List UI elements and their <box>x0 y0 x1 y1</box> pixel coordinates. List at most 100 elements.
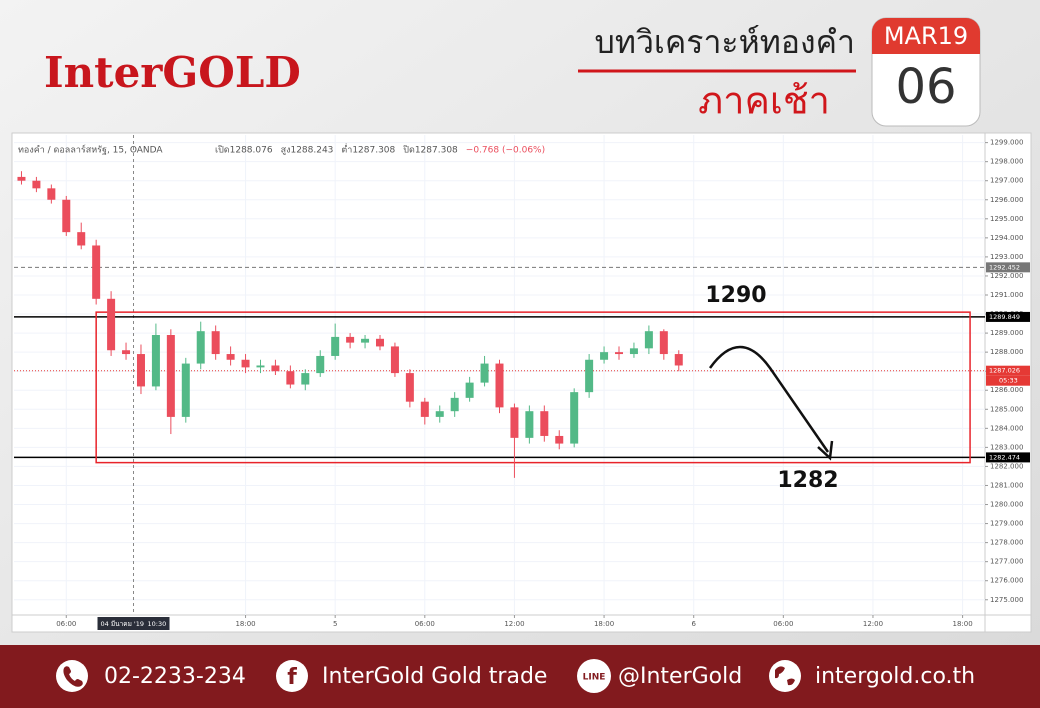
x-tick-label: 18:00 <box>235 620 255 628</box>
candle-body <box>241 359 250 368</box>
candle-body <box>226 354 235 360</box>
ohlc-label: ปิด1287.308 <box>403 145 458 156</box>
candle-body <box>62 199 71 233</box>
y-tick-label: 1282.000 <box>990 462 1023 470</box>
candle-body <box>151 335 160 387</box>
y-tick-label: 1281.000 <box>990 481 1023 489</box>
y-tick-label: 1297.000 <box>990 177 1023 185</box>
y-tick-label: 1289.000 <box>990 329 1023 337</box>
y-tick-label: 1278.000 <box>990 539 1023 547</box>
annotation: 1282 <box>777 468 838 493</box>
candle-body <box>525 411 534 438</box>
candle-body <box>77 232 86 246</box>
countdown: 05:33 <box>999 377 1018 385</box>
y-tick-label: 1279.000 <box>990 520 1023 528</box>
candle-body <box>166 335 175 417</box>
y-tick-label: 1284.000 <box>990 424 1023 432</box>
price-label: 1292.452 <box>989 263 1020 271</box>
candle-body <box>659 331 668 355</box>
candle-body <box>47 188 56 200</box>
candle-body <box>375 338 384 347</box>
ohlc-label: สูง1288.243 <box>281 146 334 156</box>
y-tick-label: 1283.000 <box>990 443 1023 451</box>
candle-body <box>390 346 399 374</box>
ohlc-label: ต่ำ1287.308 <box>341 143 395 156</box>
y-tick-label: 1295.000 <box>990 215 1023 223</box>
candle-body <box>495 363 504 408</box>
x-tick-label: 5 <box>333 620 337 628</box>
candle-body <box>405 373 414 402</box>
line-icon <box>577 659 611 693</box>
y-tick-label: 1277.000 <box>990 558 1023 566</box>
y-tick-label: 1294.000 <box>990 234 1023 242</box>
candle-body <box>585 359 594 393</box>
x-tick-label: 6 <box>691 620 696 628</box>
y-tick-label: 1276.000 <box>990 577 1023 585</box>
chart-panel <box>11 132 1032 633</box>
annotation: 1290 <box>705 283 766 308</box>
candle-body <box>435 411 444 417</box>
x-tick-label: 18:00 <box>594 620 614 628</box>
phone-glyph <box>63 666 83 687</box>
candle-body <box>629 348 638 355</box>
price-label: 1289.849 <box>989 313 1020 321</box>
candle-body <box>211 331 220 355</box>
y-tick-label: 1275.000 <box>990 596 1023 604</box>
facebook-icon <box>276 660 308 692</box>
y-tick-label: 1298.000 <box>990 158 1023 166</box>
candle-body <box>32 180 41 189</box>
candle-body <box>17 176 26 181</box>
line: @InterGold <box>618 664 742 689</box>
candle-body <box>600 352 609 360</box>
zone <box>95 311 971 464</box>
crosshair-time: 10:30 <box>148 620 167 628</box>
candle-body <box>510 407 519 438</box>
ohlc-label: −0.768 (−0.06%) <box>466 146 545 156</box>
price-label-box <box>986 262 1030 273</box>
subtitle: ภาคเช้า <box>698 79 830 123</box>
globe-icon <box>769 660 801 692</box>
price-label-box <box>986 452 1030 463</box>
candle-body <box>256 365 265 368</box>
candle-body <box>122 350 131 355</box>
countdown-box <box>986 375 1030 386</box>
candle-body <box>644 331 653 349</box>
price-label-box <box>986 311 1030 322</box>
y-tick-label: 1285.000 <box>990 405 1023 413</box>
candle-body <box>181 363 190 417</box>
candle-body <box>196 331 205 364</box>
candle-body <box>316 355 325 374</box>
crosshair-date: 04 มีนาคม '19 <box>101 620 144 628</box>
candle-body <box>286 371 295 385</box>
ohlc-legend: เปิด1288.076 สูง1288.243 ต่ำ1287.308 ปิด128… <box>215 143 545 156</box>
candle-body <box>361 338 370 343</box>
x-tick-label: 12:00 <box>863 620 883 628</box>
candle-body <box>301 373 310 385</box>
x-tick-label: 18:00 <box>952 620 972 628</box>
candle-body <box>570 392 579 444</box>
calendar-band <box>872 18 980 54</box>
y-tick-label: 1293.000 <box>990 253 1023 261</box>
globe-glyph <box>775 666 795 686</box>
candle-body <box>674 354 683 366</box>
facebook-glyph: f <box>287 665 297 690</box>
y-tick-label: 1286.000 <box>990 386 1023 394</box>
x-tick-label: 06:00 <box>415 620 435 628</box>
candle-body <box>555 435 564 444</box>
candle-body <box>92 245 101 299</box>
candle-body <box>346 336 355 343</box>
x-tick-label: 12:00 <box>504 620 524 628</box>
chart: 1275.000 1276.000 1277.000 1278.000 1279.000… <box>14 135 1030 630</box>
price-label: 1287.026 <box>989 367 1020 375</box>
x-tick-label: 06:00 <box>56 620 76 628</box>
phone: 02-2233-234 <box>104 664 246 689</box>
logo: InterGOLD <box>44 48 301 97</box>
candle-body <box>540 411 549 436</box>
crosshair-box <box>97 617 170 630</box>
footer <box>0 645 1040 708</box>
y-tick-label: 1280.000 <box>990 501 1023 509</box>
title: บทวิเคราะห์ทองคำ <box>595 23 855 61</box>
facebook: InterGold Gold trade <box>322 664 547 689</box>
candle-body <box>480 363 489 383</box>
